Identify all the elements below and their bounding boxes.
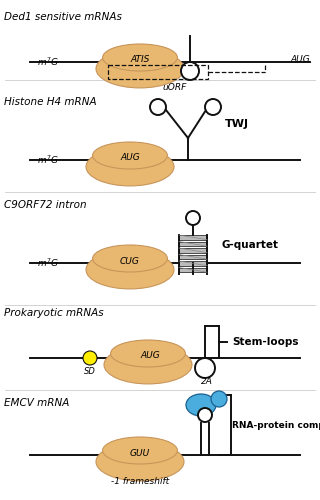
Bar (179, 242, 207, 246)
Ellipse shape (103, 437, 177, 464)
Circle shape (205, 99, 221, 115)
Text: EMCV mRNA: EMCV mRNA (4, 398, 69, 408)
Text: G-quartet: G-quartet (222, 240, 279, 250)
Text: uORF: uORF (163, 84, 187, 92)
Ellipse shape (86, 250, 174, 289)
Ellipse shape (111, 340, 185, 367)
Ellipse shape (86, 148, 174, 186)
Text: 2A: 2A (201, 376, 213, 386)
Bar (179, 254, 207, 259)
Bar (179, 268, 207, 272)
Ellipse shape (103, 44, 177, 71)
Bar (179, 261, 207, 266)
Ellipse shape (96, 50, 184, 88)
Ellipse shape (96, 442, 184, 481)
Circle shape (181, 62, 199, 80)
Text: AUG: AUG (120, 154, 140, 162)
Text: SD: SD (84, 368, 96, 376)
Bar (179, 248, 207, 252)
Circle shape (198, 408, 212, 422)
Ellipse shape (92, 245, 167, 272)
Ellipse shape (104, 346, 192, 384)
Text: Ded1 sensitive mRNAs: Ded1 sensitive mRNAs (4, 12, 122, 22)
Text: AUG: AUG (290, 54, 310, 64)
Text: AUG: AUG (140, 352, 160, 360)
Bar (179, 235, 207, 240)
Text: Stem-loops: Stem-loops (232, 337, 299, 347)
Text: $m^7G$: $m^7G$ (37, 257, 59, 269)
Text: GUU: GUU (130, 448, 150, 458)
Circle shape (83, 351, 97, 365)
Circle shape (195, 358, 215, 378)
Text: TWJ: TWJ (225, 119, 249, 129)
Circle shape (150, 99, 166, 115)
Text: $m^7G$: $m^7G$ (37, 154, 59, 166)
Ellipse shape (92, 142, 167, 169)
Text: Histone H4 mRNA: Histone H4 mRNA (4, 97, 97, 107)
Text: CUG: CUG (120, 256, 140, 266)
Text: $m^7G$: $m^7G$ (37, 56, 59, 68)
Text: RNA-protein complex: RNA-protein complex (232, 420, 320, 430)
Text: -1 frameshift: -1 frameshift (111, 476, 169, 486)
Ellipse shape (211, 391, 227, 407)
Text: ATIS: ATIS (130, 56, 150, 64)
Text: C9ORF72 intron: C9ORF72 intron (4, 200, 87, 210)
Text: Prokaryotic mRNAs: Prokaryotic mRNAs (4, 308, 104, 318)
Ellipse shape (186, 394, 216, 416)
Circle shape (186, 211, 200, 225)
